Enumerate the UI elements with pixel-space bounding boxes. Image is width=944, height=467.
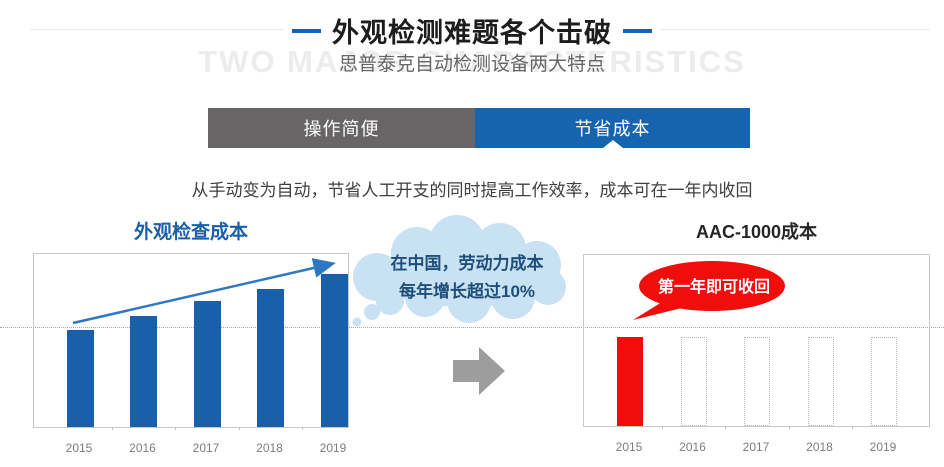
active-tab-notch-icon <box>602 140 623 148</box>
x-axis-label-2016: 2016 <box>679 440 706 454</box>
page-title: 外观检测难题各个击破 <box>332 18 612 48</box>
tab-easy-operation[interactable]: 操作简便 <box>208 108 475 148</box>
plot-area <box>583 254 930 429</box>
bar-2019 <box>871 337 897 426</box>
tab-cost-saving[interactable]: 节省成本 <box>475 108 750 148</box>
tab-label: 操作简便 <box>303 119 380 139</box>
bubble-tail-dot <box>364 304 380 320</box>
bar-2016 <box>680 337 707 426</box>
bubble-text-line2: 每年增长超过10% <box>399 281 535 301</box>
x-axis-label-2015: 2015 <box>615 440 643 454</box>
page-subtitle: 思普泰克自动检测设备两大特点 <box>338 54 605 75</box>
watermark-text: TWO MAJOR CHARACTERISTICS <box>198 44 746 79</box>
page-title-row: 外观检测难题各个击破 <box>284 11 660 50</box>
reference-dashed-line <box>0 327 944 328</box>
bubble-text-line1: 在中国，劳动力成本 <box>391 253 544 273</box>
bar-2015 <box>617 337 643 426</box>
x-axis-label-2017: 2017 <box>192 441 220 455</box>
chart-title: 外观检查成本 <box>133 222 248 243</box>
axis-tick <box>175 427 177 430</box>
title-dash-right-icon <box>623 28 652 33</box>
feature-tabs: 操作简便 节省成本 <box>208 108 750 148</box>
x-axis: 2015 2016 2017 2018 2019 <box>583 440 930 454</box>
axis-tick <box>725 426 727 429</box>
bar-2017 <box>193 301 221 427</box>
tab-label: 节省成本 <box>574 119 651 139</box>
x-axis-label-2015: 2015 <box>65 441 93 455</box>
x-axis-label-2016: 2016 <box>129 441 156 455</box>
axis-tick <box>238 427 240 430</box>
axis-tick <box>852 426 854 429</box>
x-axis-label-2019: 2019 <box>319 441 347 455</box>
bar-2017 <box>744 337 770 426</box>
right-arrow-icon <box>453 347 505 395</box>
bubble-tail-dot <box>352 317 362 327</box>
bar-2018 <box>807 337 834 426</box>
axis-tick <box>111 427 113 430</box>
x-axis-label-2019: 2019 <box>869 440 897 454</box>
title-dash-left-icon <box>292 28 321 33</box>
chart-title: AAC-1000成本 <box>695 222 818 242</box>
plot-area <box>33 253 349 430</box>
bar-2019 <box>320 274 348 427</box>
axis-tick <box>302 427 304 430</box>
bar-2018 <box>257 289 284 427</box>
description-text: 从手动变为自动，节省人工开支的同时提高工作效率，成本可在一年内收回 <box>191 181 753 200</box>
x-axis-label-2017: 2017 <box>742 440 770 454</box>
axis-tick <box>788 426 790 429</box>
x-axis: 2015 2016 2017 2018 2019 <box>33 441 349 455</box>
bar-2016 <box>130 316 157 427</box>
axis-tick <box>661 426 663 429</box>
x-axis-label-2018: 2018 <box>256 441 283 455</box>
bar-2015 <box>66 330 94 427</box>
chart-aac-1000-cost: AAC-1000成本 2015 2016 2017 2018 2019 <box>583 222 930 454</box>
chart-appearance-inspection-cost: 外观检查成本 2015 2016 2017 2018 2019 <box>33 222 349 455</box>
x-axis-label-2018: 2018 <box>806 440 833 454</box>
labor-cost-thought-bubble: 在中国，劳动力成本 每年增长超过10% <box>352 215 566 327</box>
